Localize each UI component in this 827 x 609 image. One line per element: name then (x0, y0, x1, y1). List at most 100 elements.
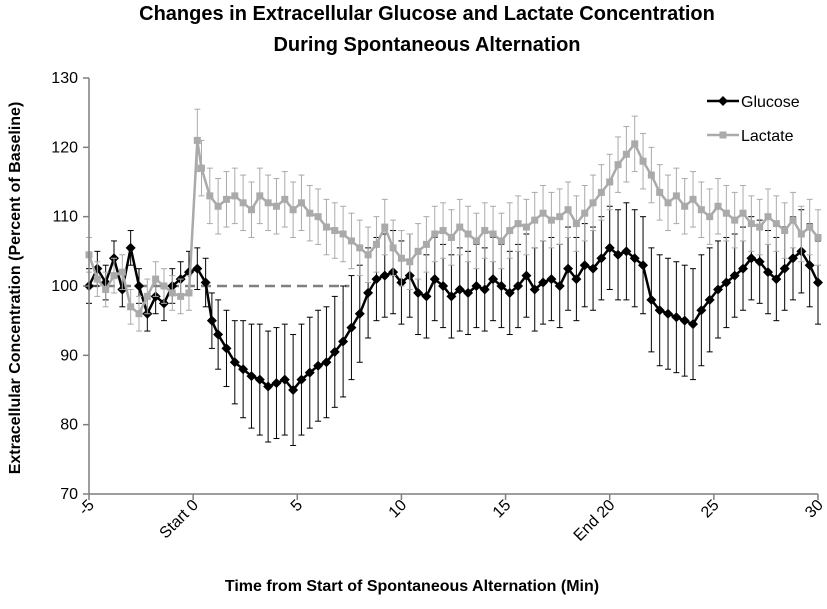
glucose-point-40 (413, 287, 424, 298)
lactate-point-58 (564, 206, 572, 214)
lactate-point-44 (447, 233, 455, 241)
lactate-point-45 (456, 223, 464, 231)
lactate-point-25 (289, 206, 297, 214)
glucose-point-48 (479, 284, 490, 295)
y-tick-label-100: 100 (51, 278, 78, 295)
lactate-point-82 (764, 213, 772, 221)
lactate-point-27 (306, 209, 314, 217)
lactate-point-86 (797, 230, 805, 238)
glucose-point-6 (133, 281, 144, 291)
glucose-point-36 (379, 270, 390, 281)
y-tick-label-80: 80 (60, 417, 78, 434)
glucose-point-57 (554, 281, 565, 291)
lactate-point-67 (639, 157, 647, 165)
lactate-point-41 (422, 240, 430, 248)
glucose-point-79 (738, 263, 749, 274)
glucose-point-27 (304, 367, 315, 378)
lactate-point-63 (606, 178, 614, 186)
glucose-point-42 (429, 274, 440, 285)
lactate-point-37 (389, 244, 397, 252)
glucose-point-25 (288, 385, 299, 395)
glucose-point-51 (504, 287, 515, 298)
lactate-point-23 (272, 202, 280, 210)
chart-title-line-2: During Spontaneous Alternation (273, 34, 580, 56)
lactate-point-69 (656, 188, 664, 196)
lactate-point-2 (102, 285, 110, 293)
lactate-point-57 (556, 213, 564, 221)
lactate-point-11 (177, 292, 185, 300)
lactate-point-80 (747, 220, 755, 228)
lactate-point-32 (347, 237, 355, 245)
legend-marker-glucose (718, 96, 728, 106)
lactate-point-18 (231, 192, 239, 200)
glucose-point-65 (621, 246, 632, 257)
lactate-point-47 (472, 237, 480, 245)
glucose-point-55 (538, 277, 549, 288)
glucose-point-59 (571, 274, 582, 285)
chart-title: Changes in Extracellular Glucose and Lac… (139, 3, 715, 56)
lactate-point-42 (431, 230, 439, 238)
glucose-point-17 (221, 343, 232, 354)
glucose-point-58 (563, 263, 574, 274)
lactate-point-12 (185, 289, 193, 297)
lactate-point-74 (697, 206, 705, 214)
lactate-point-51 (506, 227, 514, 235)
lactate-point-17 (222, 195, 230, 203)
glucose-point-85 (788, 253, 799, 264)
lactate-point-7 (143, 292, 151, 300)
lactate-point-40 (414, 247, 422, 255)
lactate-point-75 (706, 213, 714, 221)
x-axis-title: Time from Start of Spontaneous Alternati… (225, 578, 599, 595)
glucose-point-24 (279, 374, 290, 385)
glucose-point-61 (588, 263, 599, 274)
lactate-point-29 (322, 223, 330, 231)
lactate-point-35 (372, 240, 380, 248)
lactate-point-83 (772, 220, 780, 228)
lactate-point-21 (256, 192, 264, 200)
lactate-point-85 (789, 216, 797, 224)
lactate-point-19 (239, 199, 247, 207)
glucose-point-73 (688, 319, 699, 330)
lactate-point-50 (497, 237, 505, 245)
glucose-point-28 (313, 360, 324, 371)
lactate-point-24 (281, 195, 289, 203)
lactate-point-15 (206, 192, 214, 200)
lactate-point-20 (247, 206, 255, 214)
lactate-point-39 (406, 258, 414, 266)
lactate-point-43 (439, 227, 447, 235)
glucose-point-76 (713, 284, 724, 295)
glucose-point-46 (463, 287, 474, 298)
x-tick-label-1: Start 0 (157, 497, 202, 542)
glucose-point-22 (263, 381, 274, 392)
lactate-point-28 (314, 213, 322, 221)
lactate-point-33 (356, 244, 364, 252)
x-tick-label-3: 10 (386, 497, 411, 522)
glucose-point-30 (329, 346, 340, 357)
glucose-point-66 (629, 253, 640, 264)
glucose-point-44 (446, 291, 457, 302)
lactate-point-4 (118, 268, 126, 276)
lactate-point-65 (622, 150, 630, 158)
lactate-point-55 (539, 209, 547, 217)
glucose-point-75 (704, 294, 715, 305)
glucose-point-80 (746, 253, 757, 264)
glucose-point-23 (271, 378, 282, 389)
glucose-point-53 (521, 270, 532, 281)
lactate-point-71 (672, 192, 680, 200)
glucose-point-88 (813, 277, 823, 288)
lactate-point-22 (264, 199, 272, 207)
glucose-point-32 (346, 322, 357, 333)
glucose-point-50 (496, 281, 507, 291)
lactate-point-14 (197, 164, 205, 172)
lactate-point-77 (722, 209, 730, 217)
glucose-point-13 (192, 263, 203, 274)
glucose-point-72 (679, 315, 690, 326)
glucose-point-71 (671, 312, 682, 323)
y-tick-label-110: 110 (52, 209, 78, 226)
glucose-point-87 (804, 260, 815, 271)
lactate-point-36 (381, 223, 389, 231)
y-tick-label-70: 70 (60, 486, 78, 503)
glucose-point-74 (696, 305, 707, 316)
